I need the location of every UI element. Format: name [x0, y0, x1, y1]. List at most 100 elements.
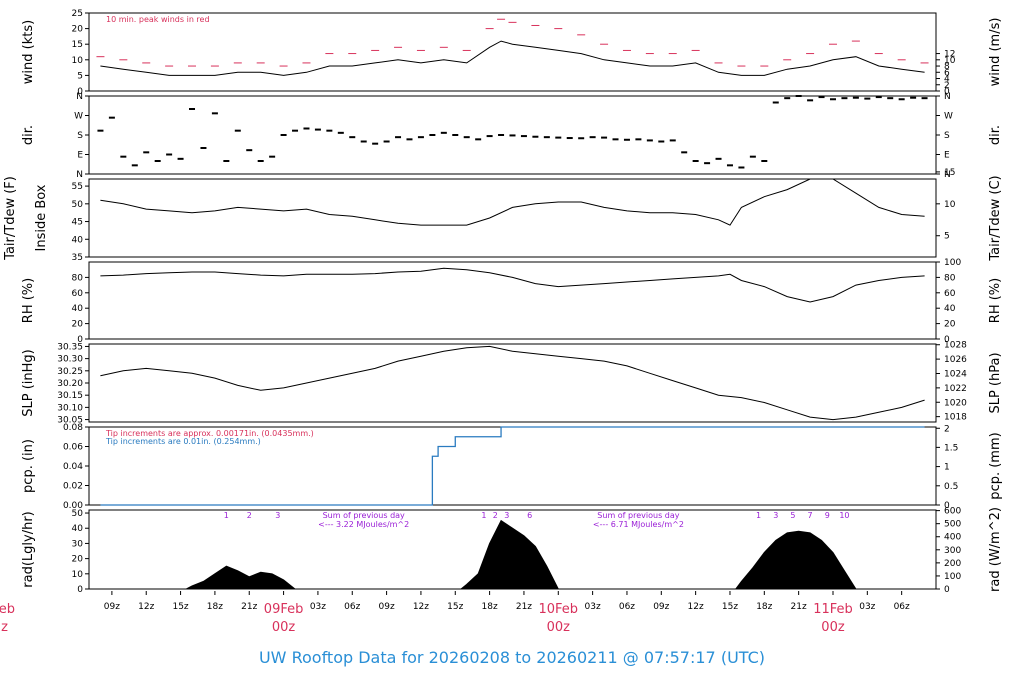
dir-point: [234, 129, 241, 132]
x-tick-label: 09z: [653, 602, 669, 612]
rad-hour-mark: 1: [481, 511, 486, 520]
rh-panel-frame: [88, 261, 937, 340]
dir-point: [566, 137, 573, 140]
pcp-line: [100, 426, 925, 506]
dir-point: [452, 134, 459, 136]
footer-title: UW Rooftop Data for 20260208 to 20260211…: [258, 648, 766, 667]
rad-ytick-left-label: 20: [72, 555, 84, 565]
dir-ytick-right-label: E: [944, 151, 950, 161]
dir-point: [761, 160, 768, 162]
temp-ytick-right-label: 10: [944, 200, 956, 210]
pcp-ylabel-right: pcp. (mm): [988, 432, 1003, 499]
dir-point: [898, 98, 905, 101]
dir-point: [120, 155, 127, 158]
slp-ylabel-left: SLP (inHg): [21, 349, 36, 417]
slp-ylabel-right: SLP (hPa): [988, 352, 1003, 413]
temp-ylabel-right: Tair/Tdew (C): [988, 175, 1003, 261]
slp-ytick-right-label: 1028: [944, 341, 967, 351]
rh-ytick-left-label: 80: [72, 273, 84, 283]
slp-ytick-left-label: 30.05: [57, 416, 83, 426]
dir-point: [715, 157, 722, 160]
dir-point: [223, 160, 230, 162]
dir-point: [372, 142, 379, 145]
rad-hour-mark: 7: [808, 511, 813, 520]
x-tick-label: 21z: [791, 602, 807, 612]
rh-line-RH: [100, 267, 925, 303]
rad-day-summary-title: Sum of previous day: [597, 511, 679, 520]
rh-ylabel-right: RH (%): [988, 278, 1003, 323]
dir-point: [177, 157, 184, 160]
dir-point: [326, 129, 333, 132]
rh-ytick-left-label: 0: [77, 335, 83, 345]
slp-ytick-right-label: 1020: [944, 398, 967, 408]
dir-point: [646, 139, 653, 142]
wind-ylabel-right: wind (m/s): [988, 18, 1003, 87]
temp-ytick-left-label: 40: [72, 235, 84, 245]
x-tick-label: 06z: [894, 602, 910, 612]
rad-hour-mark: 10: [839, 511, 849, 520]
x-tick-label: 12z: [138, 602, 154, 612]
x-tick-label: 06z: [344, 602, 360, 612]
dir-point: [395, 136, 402, 139]
dir-point: [784, 97, 791, 100]
dir-point: [429, 134, 436, 136]
slp-line-SLP: [100, 345, 925, 421]
dir-point: [498, 134, 505, 136]
rad-ytick-left-label: 40: [72, 524, 84, 534]
rad-ytick-left-label: 0: [77, 585, 83, 595]
wind-ytick-right-label: 2: [944, 81, 950, 91]
rad-ytick-right-label: 200: [944, 559, 961, 569]
dir-point: [749, 155, 756, 158]
dir-point: [246, 149, 253, 152]
dir-point: [772, 101, 779, 104]
dir-point: [337, 131, 344, 134]
rad-ytick-right-label: 600: [944, 507, 961, 517]
dir-ylabel-left: dir.: [21, 125, 36, 145]
x-tick-label: 18z: [207, 602, 223, 612]
temp-ytick-left-label: 45: [72, 218, 83, 228]
dir-point: [555, 136, 562, 139]
slp-ytick-left-label: 30.30: [57, 355, 83, 365]
rad-hour-mark: 1: [224, 511, 229, 520]
x-date-label-edge: eb: [0, 602, 15, 617]
x-date-time-label: 00z: [547, 620, 571, 635]
dir-ytick-left-label: S: [77, 131, 83, 141]
slp-ytick-right-label: 1024: [944, 369, 967, 379]
x-tick-label: 03z: [859, 602, 875, 612]
x-tick-label: 15z: [447, 602, 463, 612]
dir-point: [486, 135, 493, 138]
x-date-time-label: 00z: [272, 620, 296, 635]
dir-point: [887, 97, 894, 100]
dir-ytick-left-label: N: [76, 170, 83, 180]
x-tick-label: 18z: [482, 602, 498, 612]
dir-ytick-right-label: N: [944, 170, 951, 180]
dir-point: [738, 166, 745, 169]
rad-hour-mark: 9: [825, 511, 830, 520]
x-date-time-label: 00z: [821, 620, 845, 635]
x-tick-label: 09z: [379, 602, 395, 612]
dir-point: [166, 153, 173, 156]
rad-ylabel-right: rad (W/m^2): [988, 507, 1003, 592]
wind-ytick-left-label: 10: [72, 56, 84, 66]
rad-day-summary-title: Sum of previous day: [323, 511, 405, 520]
x-tick-label: 15z: [172, 602, 188, 612]
pcp-ytick-right-label: 1.5: [944, 443, 958, 453]
slp-ytick-right-label: 1026: [944, 355, 967, 365]
x-tick-label: 09z: [104, 602, 120, 612]
rad-hour-mark: 3: [773, 511, 778, 520]
rh-ylabel-left: RH (%): [21, 278, 36, 323]
x-tick-label: 12z: [413, 602, 429, 612]
rh-ytick-right-label: 20: [944, 320, 956, 330]
dir-point: [97, 129, 104, 132]
wind-ytick-left-label: 0: [77, 87, 83, 97]
wind-ytick-right-label: 6: [944, 68, 950, 78]
pcp-annotation-2: Tip increments are 0.01in. (0.254mm.): [105, 437, 261, 446]
wind-ytick-left-label: 20: [72, 25, 84, 35]
rad-hour-mark: 3: [275, 511, 280, 520]
dir-point: [635, 138, 642, 141]
dir-point: [818, 96, 825, 99]
dir-point: [807, 99, 814, 102]
dir-point: [589, 136, 596, 139]
wind-ytick-right-label: 4: [944, 75, 950, 85]
